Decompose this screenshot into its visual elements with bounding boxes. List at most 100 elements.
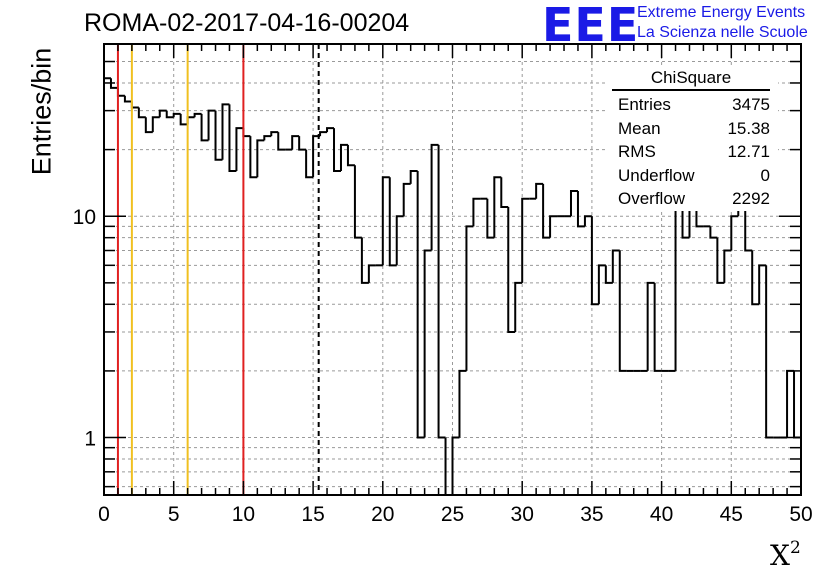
histogram-bin xyxy=(815,251,822,438)
logo-tagline-1: Extreme Energy Events xyxy=(637,4,806,21)
eee-logo: EEE xyxy=(542,0,640,52)
x-tick-label: 20 xyxy=(371,503,394,526)
histogram-bin xyxy=(409,170,418,184)
histogram-bin xyxy=(263,135,272,141)
x-tick-label: 40 xyxy=(650,503,673,526)
histogram-bin xyxy=(158,109,167,118)
stats-value: 3475 xyxy=(732,95,770,114)
stats-box: ChiSquare Entries 3475 Mean 15.38 RMS 12.71… xyxy=(608,68,778,211)
stats-value: 15.38 xyxy=(727,118,770,138)
histogram-bin xyxy=(730,215,739,251)
stats-row-overflow: Overflow 2292 xyxy=(608,187,778,211)
threshold-lines xyxy=(116,44,320,495)
histogram-bin xyxy=(207,109,216,141)
histogram-bin xyxy=(346,144,355,167)
histogram-bin xyxy=(381,176,390,266)
stats-title: ChiSquare xyxy=(612,68,770,91)
histogram-bin xyxy=(360,237,369,284)
histogram-bin xyxy=(674,206,683,371)
histogram-bin xyxy=(144,117,153,134)
histogram-bin xyxy=(514,281,523,332)
x-tick-label: 5 xyxy=(168,503,180,526)
x-axis-label-base: X xyxy=(770,539,790,572)
stats-label: Entries xyxy=(618,95,671,114)
histogram-bin xyxy=(597,264,606,305)
histogram-bin xyxy=(800,437,801,495)
histogram-bin xyxy=(249,136,258,179)
axis-ticks: 0 5 10 15 20 25 30 35 40 45 50 1 10 xyxy=(73,43,813,526)
histogram-bin xyxy=(507,207,516,333)
histogram-bin xyxy=(228,104,237,173)
stats-label: Mean xyxy=(618,118,661,138)
histogram-bin xyxy=(402,182,411,217)
x-tick-label: 30 xyxy=(511,503,534,526)
histogram-bin xyxy=(193,112,202,118)
stats-label: RMS xyxy=(618,142,656,161)
histogram-bin xyxy=(590,216,599,306)
histogram-bin xyxy=(256,139,265,178)
stats-label: Overflow xyxy=(618,189,686,208)
histogram-bin xyxy=(709,226,718,239)
histogram-bin xyxy=(646,281,655,371)
histogram-bin xyxy=(151,116,160,133)
stats-value: 0 xyxy=(760,165,770,185)
y-axis-label: Entries/bin xyxy=(26,47,57,176)
histogram-bin xyxy=(242,128,251,138)
stats-row-rms: RMS 12.71 xyxy=(608,140,778,164)
histogram-bin xyxy=(186,116,195,125)
histogram-bin xyxy=(716,237,725,284)
histogram-bin xyxy=(723,249,732,283)
x-tick-label: 35 xyxy=(580,503,603,526)
histogram-bin xyxy=(535,182,544,199)
histogram-bin xyxy=(305,149,314,179)
histogram-bin xyxy=(221,103,230,160)
histogram-bin xyxy=(326,127,335,133)
histogram-bin xyxy=(604,265,613,284)
histogram-bin xyxy=(569,190,578,217)
x-axis-label-sup: 2 xyxy=(789,538,801,558)
x-tick-label: 25 xyxy=(441,503,464,526)
histogram-bin xyxy=(430,143,439,251)
histogram-bin xyxy=(618,250,627,372)
histogram-bin xyxy=(808,438,815,497)
histogram-bin xyxy=(165,110,174,119)
stats-row-entries: Entries 3475 xyxy=(608,93,778,117)
histogram-bin xyxy=(423,249,432,438)
plot-frame xyxy=(103,43,802,496)
histogram-bin xyxy=(744,207,753,252)
histogram-bin xyxy=(353,165,362,239)
histogram-bin xyxy=(822,251,829,266)
logo-tagline-2: La Scienza nelle Scuole xyxy=(637,24,808,41)
x-tick-label: 50 xyxy=(789,503,812,526)
histogram-bin xyxy=(465,225,474,371)
histogram-bin xyxy=(339,143,348,172)
x-axis-label: X2 xyxy=(770,538,801,572)
histogram-bin xyxy=(444,437,447,495)
histogram-bin xyxy=(130,101,139,109)
histogram-bin xyxy=(235,127,244,172)
histogram-bin xyxy=(395,215,404,266)
x-tick-label: 10 xyxy=(232,503,255,526)
histogram-bin xyxy=(611,249,620,283)
histogram-bin xyxy=(765,265,774,439)
histogram-bin xyxy=(179,113,188,126)
x-tick-label: 45 xyxy=(720,503,743,526)
histogram-bin xyxy=(451,436,460,495)
histogram-bin xyxy=(270,131,279,137)
histogram-bin xyxy=(388,177,397,267)
y-tick-label: 10 xyxy=(73,206,96,229)
histogram-bin xyxy=(829,265,836,437)
histogram-bin xyxy=(109,78,118,89)
histogram-bin xyxy=(472,197,481,227)
histogram-bin xyxy=(200,113,209,142)
stats-value: 12.71 xyxy=(727,142,770,161)
stats-row-underflow: Underflow 0 xyxy=(608,164,778,188)
histogram-bin xyxy=(786,369,795,438)
histogram-bin xyxy=(116,87,125,97)
histogram-bin xyxy=(653,282,662,372)
stats-row-mean: Mean 15.38 xyxy=(608,117,778,141)
histogram-bin xyxy=(458,369,467,438)
histogram-bin xyxy=(542,183,551,239)
histogram-bin xyxy=(493,176,502,238)
x-tick-label: 0 xyxy=(98,503,110,526)
